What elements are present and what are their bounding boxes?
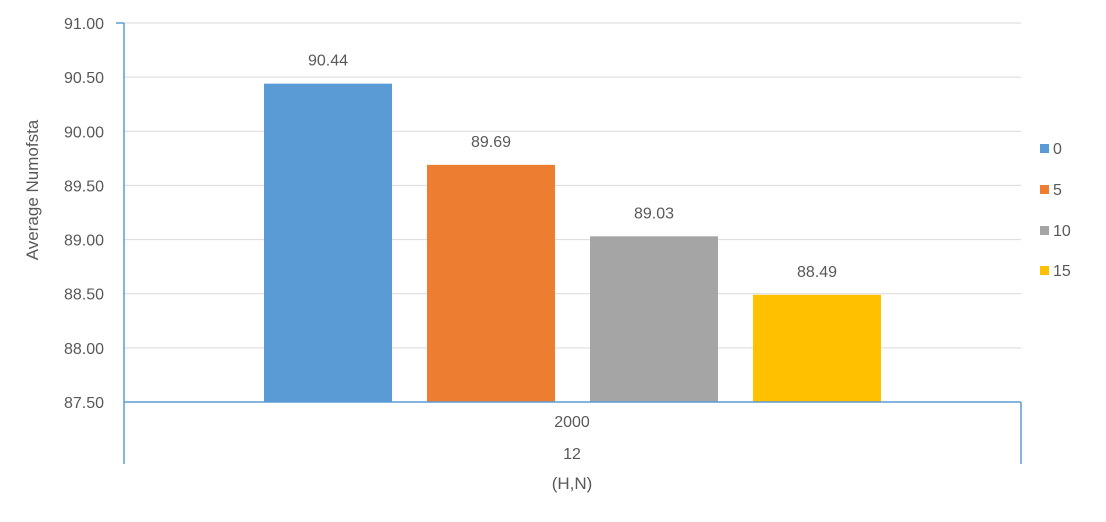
data-labels: 90.44 89.69 89.03 88.49 xyxy=(308,53,837,281)
legend-label-series-15: 15 xyxy=(1053,263,1071,280)
y-tick-label: 87.50 xyxy=(64,395,104,412)
legend-label-series-5: 5 xyxy=(1053,182,1062,199)
legend-label-series-0: 0 xyxy=(1053,141,1062,158)
legend-swatch-series-0 xyxy=(1040,144,1049,153)
category-group-label-12: 12 xyxy=(563,446,581,463)
legend: 0 5 10 15 xyxy=(1040,141,1071,280)
bar-series-0 xyxy=(264,83,392,402)
legend-swatch-series-10 xyxy=(1040,226,1049,235)
y-tick-label: 89.50 xyxy=(64,178,104,195)
legend-label-series-10: 10 xyxy=(1053,223,1071,240)
y-tick-label: 88.50 xyxy=(64,287,104,304)
bar-series-5 xyxy=(427,164,555,402)
y-axis-ticks: 87.50 88.00 88.50 89.00 89.50 90.00 90.50 91.00 xyxy=(64,16,104,412)
y-tick-label: 90.00 xyxy=(64,124,104,141)
bar-series-10 xyxy=(590,236,718,402)
axes xyxy=(116,22,1022,464)
bar-series-15 xyxy=(753,294,881,402)
legend-swatch-series-5 xyxy=(1040,185,1049,194)
y-tick-label: 89.00 xyxy=(64,233,104,250)
data-label-series-15: 88.49 xyxy=(797,264,837,281)
y-tick-label: 91.00 xyxy=(64,16,104,33)
y-axis-title: Average Numofsta xyxy=(23,119,42,260)
y-tick-label: 90.50 xyxy=(64,70,104,87)
y-tick-label: 88.00 xyxy=(64,341,104,358)
data-label-series-10: 89.03 xyxy=(634,205,674,222)
legend-swatch-series-15 xyxy=(1040,266,1049,275)
data-label-series-0: 90.44 xyxy=(308,53,348,70)
data-label-series-5: 89.69 xyxy=(471,134,511,151)
gridlines xyxy=(124,22,1021,349)
category-label-2000: 2000 xyxy=(554,414,590,431)
x-axis-title: (H,N) xyxy=(552,474,593,493)
bars xyxy=(264,83,881,402)
